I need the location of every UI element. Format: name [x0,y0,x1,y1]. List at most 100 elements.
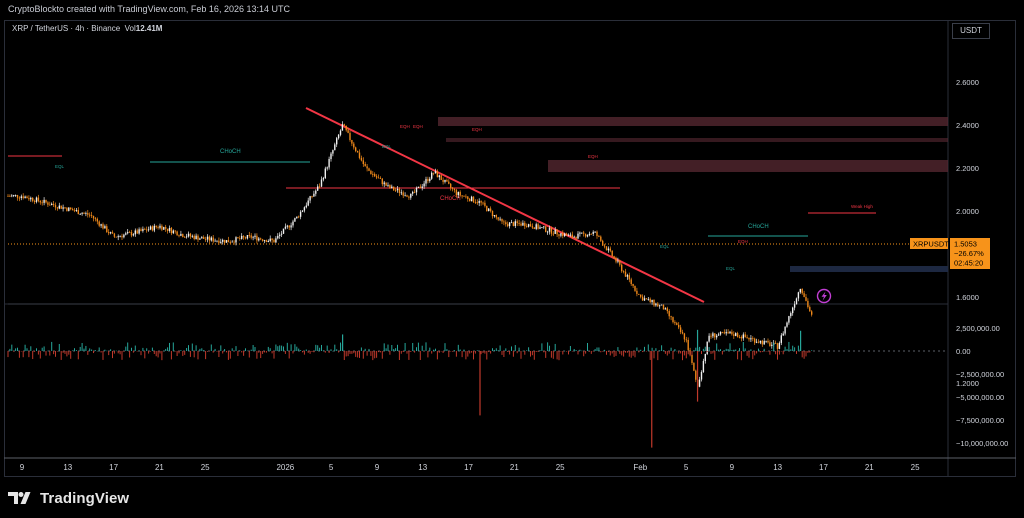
candle-body [30,197,32,200]
candle-body [640,294,642,297]
volume-bar [469,351,471,354]
candle-body [736,333,739,337]
volume-bar [41,347,43,351]
volume-bar [51,341,53,351]
volume-bar [142,347,144,351]
volume-bar [417,342,419,351]
candle-body [41,202,43,204]
currency-selector[interactable]: USDT [952,23,990,39]
candle-body [453,188,456,191]
lightning-alert-icon[interactable] [816,288,832,304]
candle-body [622,271,625,272]
volume-bar [224,349,226,351]
volume-bar [579,349,581,351]
chart-frame[interactable] [4,20,1016,477]
candle-body [75,210,78,211]
volume-bar [262,351,264,354]
candle-body [356,151,359,153]
candle-body [676,323,678,325]
candle-body [233,241,235,243]
volume-bar-spike [800,330,802,351]
volume-bar [492,348,493,351]
volume-bar [34,351,36,352]
candle-body [763,340,765,345]
volume-bar [197,351,199,360]
volume-bar [81,343,83,351]
candle-body [771,344,773,346]
volume-bar [385,348,387,351]
volume-bar [727,349,729,351]
choch-label-bull-1: CHoCH [220,149,241,155]
volume-bar [691,351,693,356]
volume-bar [543,351,545,353]
candle-body [87,213,89,215]
candle-body [185,236,188,238]
volume-bar [503,351,505,358]
volume-bar [36,348,37,351]
candle-body [299,211,302,217]
volume-bar [112,351,113,359]
candle-body [404,195,406,197]
candle-body [596,231,598,237]
volume-bar [613,351,615,357]
volume-bar [617,347,619,351]
volume-bar [560,351,562,352]
candle-body [337,134,340,139]
volume-bar [188,345,189,351]
candle-body [714,333,716,338]
candle-body [94,218,97,220]
volume-bar [682,351,683,361]
volume-bar [132,351,134,353]
candle-body [723,332,725,334]
volume-bar [288,351,290,359]
candle-body [317,186,319,191]
volume-bar [585,351,587,354]
volume-bar [395,348,397,351]
volume-bar [146,348,148,351]
candle-body [529,224,532,227]
eql-label-4: EQL [726,266,736,271]
volume-bar [359,351,360,358]
candle-body [716,335,718,338]
candle-body [163,227,165,230]
candle-body [227,240,230,243]
candle-body [83,213,85,215]
candle-body [140,229,142,231]
volume-bar [606,351,607,355]
candle-body [54,205,57,208]
time-tick-label: 25 [201,463,210,472]
candle-body [210,237,212,241]
volume-bar [531,351,533,356]
candle-body [786,322,788,327]
volume-bar [767,351,769,352]
volume-bar [163,350,165,352]
volume-bar [619,351,621,354]
volume-bar [507,351,509,352]
candle-body [795,298,798,305]
volume-bar [113,351,115,354]
candle-body [102,224,104,229]
candle-body [256,235,258,241]
candle-body [24,196,26,199]
volume-bar [39,351,41,359]
volume-bar [378,351,379,353]
candle-body [16,195,19,198]
candle-body [537,224,539,229]
candle-body [548,227,551,232]
volume-bar [315,344,317,351]
volume-bar [744,348,746,351]
candle-body [486,205,488,212]
candle-body [659,305,661,307]
candle-body [442,179,444,182]
candle-body [402,192,404,196]
candle-body [448,181,450,184]
candle-body [269,238,271,241]
candle-body [725,332,727,334]
time-tick-label: 21 [155,463,164,472]
volume-tick-label: 0.00 [956,347,971,356]
candle-body [801,288,803,294]
candle-body [37,197,40,201]
candle-body [165,227,167,229]
volume-bar [53,351,55,355]
